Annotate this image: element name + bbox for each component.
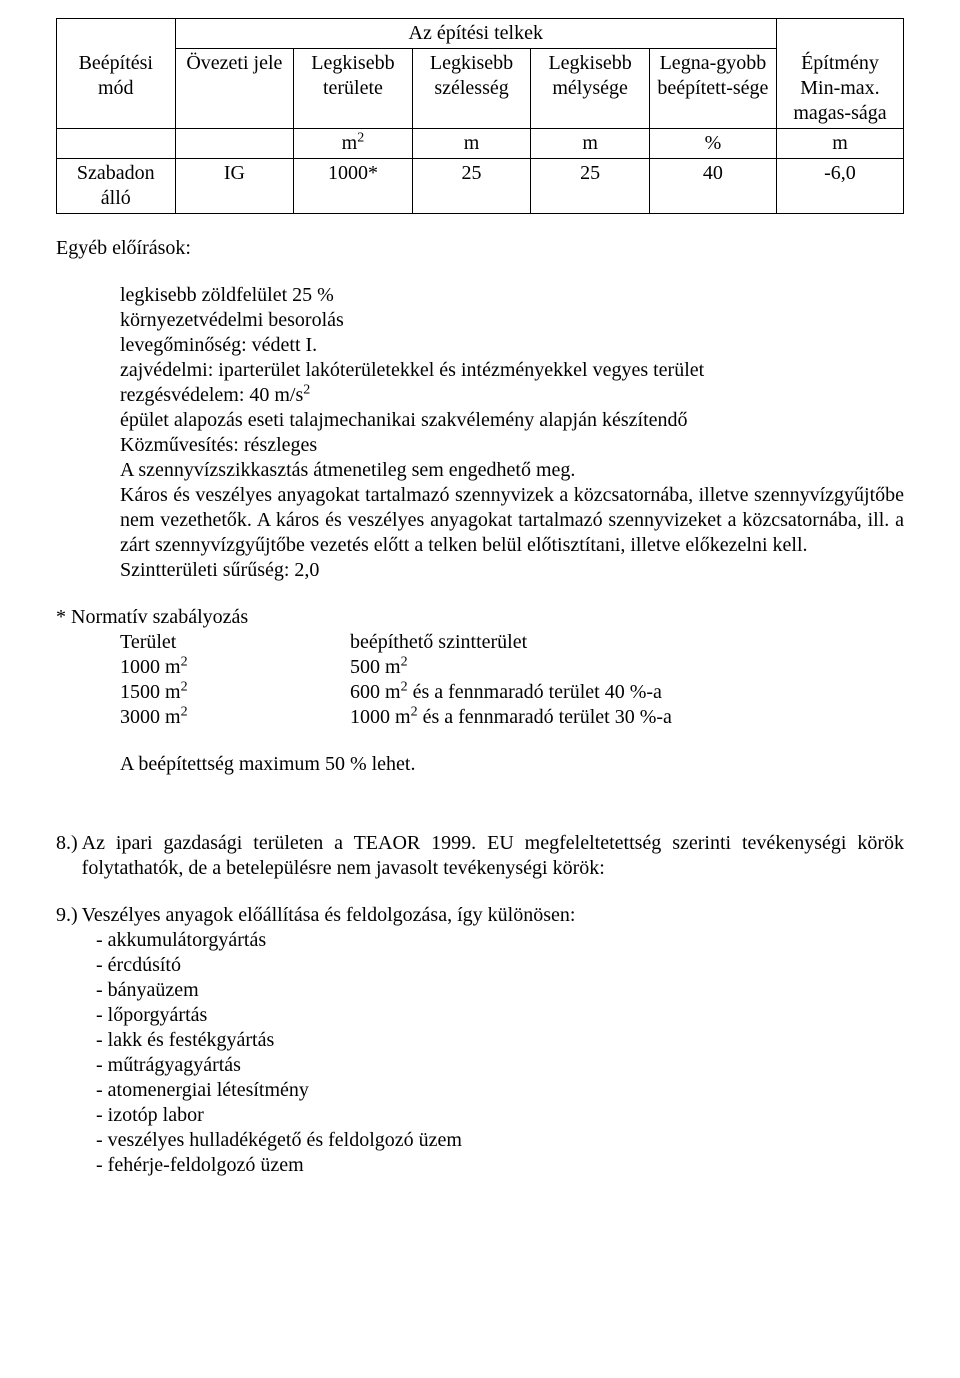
list-item: bányaüzem	[96, 978, 904, 1003]
table-header-row: Beépítési mód Övezeti jele Legkisebb ter…	[57, 49, 904, 129]
list-item: izotóp labor	[96, 1103, 904, 1128]
list-item: lőporgyártás	[96, 1003, 904, 1028]
table-title: Az építési telkek	[175, 19, 776, 49]
plot-table: Az építési telkek Beépítési mód Övezeti …	[56, 18, 904, 214]
norm-heading: * Normatív szabályozás	[56, 605, 904, 630]
table-row: Szabadon álló IG 1000* 25 25 40 -6,0	[57, 158, 904, 213]
norm-row: 1000 m2 500 m2	[120, 655, 904, 680]
norm-left: 1000 m2	[120, 655, 350, 680]
norm-left: Terület	[120, 630, 350, 655]
list-item: lakk és festékgyártás	[96, 1028, 904, 1053]
list-item: akkumulátorgyártás	[96, 928, 904, 953]
other-line: rezgésvédelem: 40 m/s2	[120, 383, 904, 408]
norm-left: 1500 m2	[120, 680, 350, 705]
cell: 40	[649, 158, 776, 213]
unit-cell: m	[776, 128, 903, 158]
other-line: környezetvédelmi besorolás	[120, 308, 904, 333]
list-item: műtrágyagyártás	[96, 1053, 904, 1078]
list-item: atomenergiai létesítmény	[96, 1078, 904, 1103]
col-header: Övezeti jele	[175, 49, 294, 129]
col-header: Beépítési mód	[57, 49, 176, 129]
bullet-list: akkumulátorgyártás ércdúsító bányaüzem l…	[96, 928, 904, 1178]
other-line: A szennyvízszikkasztás átmenetileg sem e…	[120, 458, 904, 483]
unit-cell: m	[412, 128, 531, 158]
other-heading: Egyéb előírások:	[56, 236, 904, 261]
other-line: Közművesítés: részleges	[120, 433, 904, 458]
cell: 25	[531, 158, 650, 213]
unit-cell: %	[649, 128, 776, 158]
norm-row: 3000 m2 1000 m2 és a fennmaradó terület …	[120, 705, 904, 730]
norm-row: Terület beépíthető szintterület	[120, 630, 904, 655]
other-line: levegőminőség: védett I.	[120, 333, 904, 358]
norm-right: 600 m2 és a fennmaradó terület 40 %-a	[350, 680, 904, 705]
other-line: épület alapozás eseti talajmechanikai sz…	[120, 408, 904, 433]
document-page: Az építési telkek Beépítési mód Övezeti …	[0, 0, 960, 1378]
norm-table: Terület beépíthető szintterület 1000 m2 …	[120, 630, 904, 730]
other-paragraph: Káros és veszélyes anyagokat tartalmazó …	[120, 483, 904, 558]
norm-row: 1500 m2 600 m2 és a fennmaradó terület 4…	[120, 680, 904, 705]
other-list: legkisebb zöldfelület 25 % környezetvéde…	[120, 283, 904, 583]
col-header: Legkisebb szélesség	[412, 49, 531, 129]
unit-cell: m2	[294, 128, 413, 158]
norm-right: beépíthető szintterület	[350, 630, 904, 655]
table-units-row: m2 m m % m	[57, 128, 904, 158]
item-number: 8.)	[56, 831, 82, 881]
cell: 25	[412, 158, 531, 213]
col-header: Legkisebb területe	[294, 49, 413, 129]
norm-right: 1000 m2 és a fennmaradó terület 30 %-a	[350, 705, 904, 730]
norm-right: 500 m2	[350, 655, 904, 680]
cell: 1000*	[294, 158, 413, 213]
norm-left: 3000 m2	[120, 705, 350, 730]
other-line: legkisebb zöldfelület 25 %	[120, 283, 904, 308]
col-header: Legna-gyobb beépített-sége	[649, 49, 776, 129]
norm-max: A beépítettség maximum 50 % lehet.	[120, 752, 904, 777]
item-number: 9.)	[56, 903, 82, 928]
col-header: Építmény Min-max. magas-sága	[776, 49, 903, 129]
other-line: zajvédelmi: iparterület lakóterületekkel…	[120, 358, 904, 383]
cell: -6,0	[776, 158, 903, 213]
list-item: veszélyes hulladékégető és feldolgozó üz…	[96, 1128, 904, 1153]
item-text: Veszélyes anyagok előállítása és feldolg…	[82, 903, 904, 928]
col-header: Legkisebb mélysége	[531, 49, 650, 129]
unit-cell: m	[531, 128, 650, 158]
cell: Szabadon álló	[57, 158, 176, 213]
list-item: ércdúsító	[96, 953, 904, 978]
numbered-item-9: 9.) Veszélyes anyagok előállítása és fel…	[56, 903, 904, 928]
numbered-item-8: 8.) Az ipari gazdasági területen a TEAOR…	[56, 831, 904, 881]
cell: IG	[175, 158, 294, 213]
other-line: Szintterületi sűrűség: 2,0	[120, 558, 904, 583]
item-text: Az ipari gazdasági területen a TEAOR 199…	[82, 831, 904, 881]
list-item: fehérje-feldolgozó üzem	[96, 1153, 904, 1178]
